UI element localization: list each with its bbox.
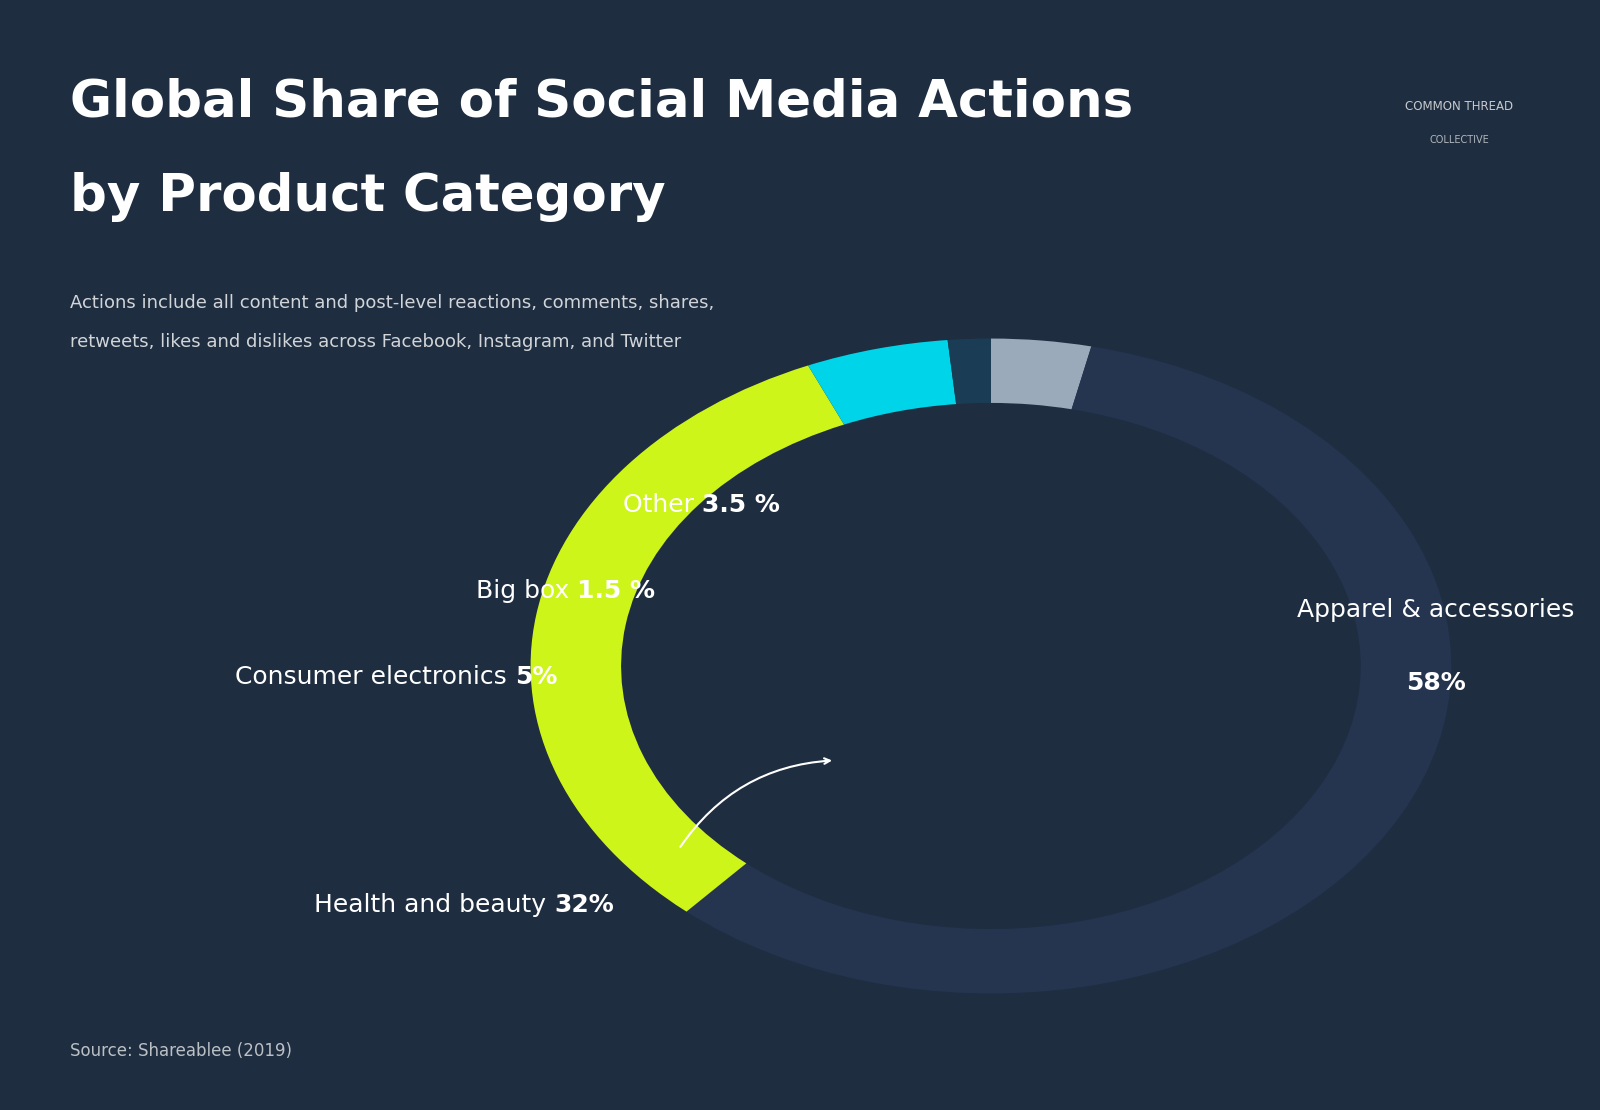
Text: retweets, likes and dislikes across Facebook, Instagram, and Twitter: retweets, likes and dislikes across Face… (70, 333, 682, 351)
Text: Health and beauty: Health and beauty (314, 892, 554, 917)
Text: Other: Other (624, 493, 702, 517)
Text: Apparel & accessories: Apparel & accessories (1298, 598, 1574, 623)
Wedge shape (686, 346, 1451, 993)
Text: 1.5 %: 1.5 % (578, 578, 656, 603)
Wedge shape (947, 339, 990, 404)
Text: 5%: 5% (515, 665, 557, 689)
Text: Source: Shareablee (2019): Source: Shareablee (2019) (70, 1042, 293, 1060)
Text: 3.5 %: 3.5 % (702, 493, 781, 517)
Text: Big box: Big box (477, 578, 578, 603)
Text: 32%: 32% (554, 892, 614, 917)
Text: 58%: 58% (1406, 670, 1466, 695)
Text: Actions include all content and post-level reactions, comments, shares,: Actions include all content and post-lev… (70, 294, 715, 312)
Text: Consumer electronics: Consumer electronics (235, 665, 515, 689)
Wedge shape (808, 340, 957, 424)
Wedge shape (531, 365, 845, 911)
Text: COMMON THREAD: COMMON THREAD (1405, 100, 1514, 113)
Text: COLLECTIVE: COLLECTIVE (1429, 135, 1490, 145)
Text: Global Share of Social Media Actions: Global Share of Social Media Actions (70, 78, 1133, 128)
Wedge shape (990, 339, 1091, 410)
Text: by Product Category: by Product Category (70, 172, 666, 222)
